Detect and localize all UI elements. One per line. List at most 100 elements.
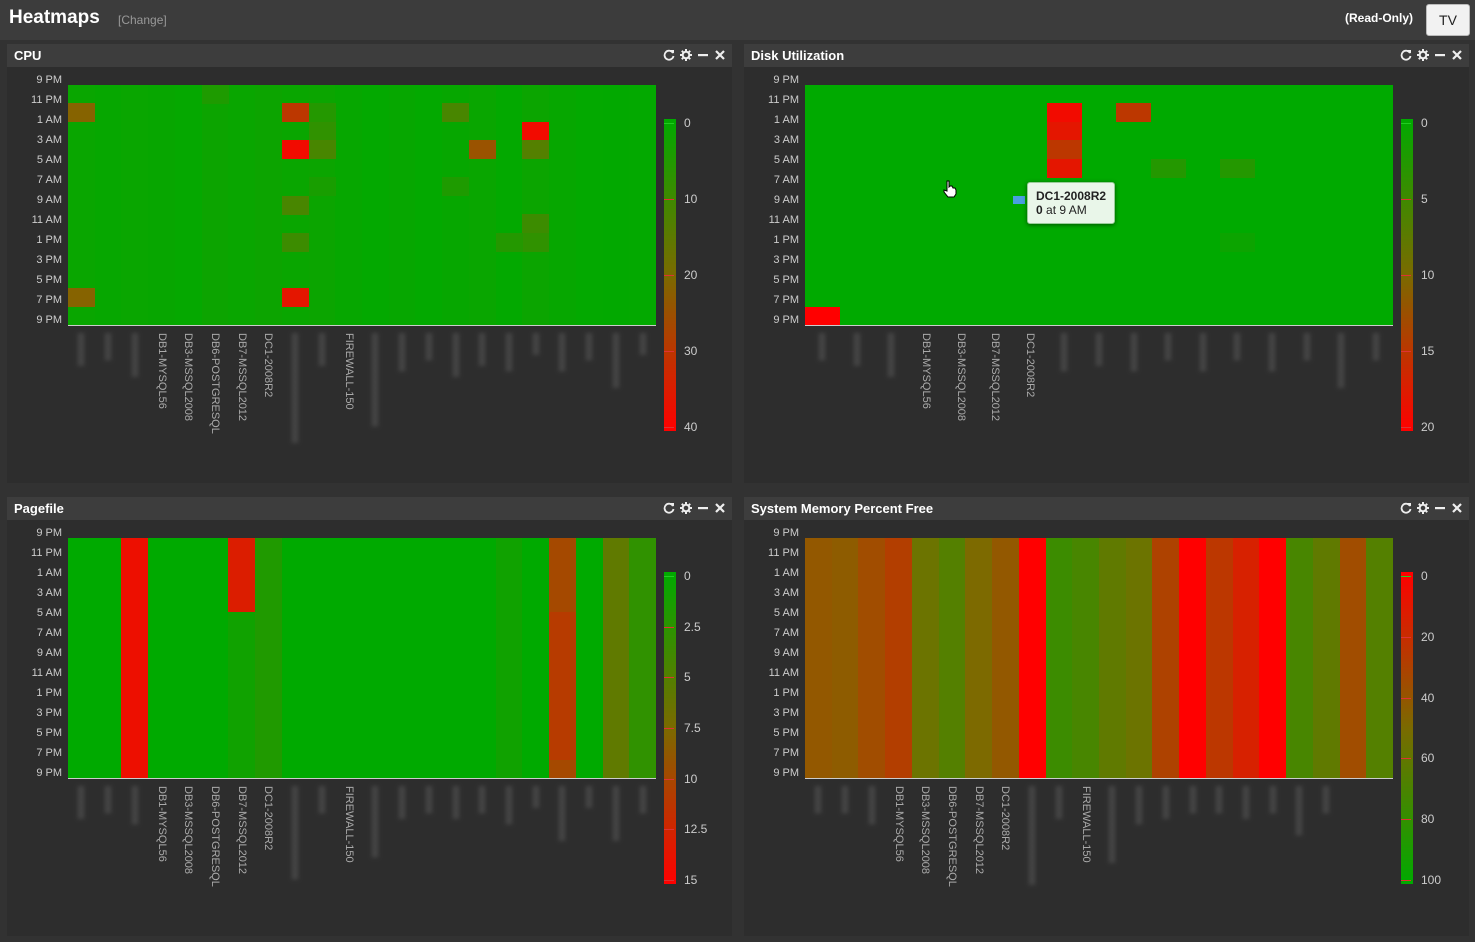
heatmap-column[interactable] bbox=[415, 538, 443, 778]
heatmap-cell[interactable] bbox=[281, 140, 309, 160]
heatmap-cell[interactable] bbox=[522, 121, 550, 141]
heatmap-column[interactable] bbox=[965, 538, 993, 778]
heatmap-column[interactable] bbox=[1099, 538, 1126, 778]
heatmap-column[interactable] bbox=[839, 85, 875, 325]
heatmap-column[interactable] bbox=[148, 538, 176, 778]
heatmap-column[interactable] bbox=[468, 538, 496, 778]
heatmap-column[interactable] bbox=[362, 85, 389, 325]
heatmap-column[interactable] bbox=[805, 538, 832, 778]
minimize-icon[interactable] bbox=[696, 48, 709, 62]
heatmap-column[interactable] bbox=[442, 538, 470, 778]
heatmap-column[interactable] bbox=[308, 538, 336, 778]
heatmap-column[interactable] bbox=[255, 538, 283, 778]
heatmap-column[interactable] bbox=[1358, 85, 1393, 325]
heatmap-cell[interactable] bbox=[1047, 158, 1083, 178]
close-icon[interactable] bbox=[1450, 501, 1463, 515]
heatmap-column[interactable] bbox=[1339, 538, 1367, 778]
heatmap-cell[interactable] bbox=[308, 140, 336, 160]
heatmap-column[interactable] bbox=[831, 538, 859, 778]
heatmap-column[interactable] bbox=[495, 538, 523, 778]
heatmap-column[interactable] bbox=[228, 85, 256, 325]
heatmap-column[interactable] bbox=[1150, 85, 1186, 325]
heatmap-column[interactable] bbox=[174, 538, 202, 778]
heatmap-cell[interactable] bbox=[442, 103, 470, 123]
heatmap-column[interactable] bbox=[495, 85, 523, 325]
heatmap-column[interactable] bbox=[1232, 538, 1260, 778]
heatmap-column[interactable] bbox=[1185, 85, 1221, 325]
heatmap-cell[interactable] bbox=[68, 103, 95, 123]
heatmap-grid[interactable] bbox=[68, 85, 656, 326]
heatmap-column[interactable] bbox=[415, 85, 443, 325]
heatmap-column[interactable] bbox=[68, 85, 95, 325]
heatmap-cell[interactable] bbox=[442, 177, 470, 197]
heatmap-cell[interactable] bbox=[1047, 121, 1083, 141]
heatmap-column[interactable] bbox=[1152, 538, 1180, 778]
heatmap-cell[interactable] bbox=[468, 140, 496, 160]
heatmap-column[interactable] bbox=[1289, 85, 1325, 325]
gear-icon[interactable] bbox=[679, 501, 692, 515]
heatmap-cell[interactable] bbox=[281, 232, 309, 252]
heatmap-column[interactable] bbox=[1125, 538, 1153, 778]
heatmap-column[interactable] bbox=[1259, 538, 1287, 778]
minimize-icon[interactable] bbox=[696, 501, 709, 515]
heatmap-column[interactable] bbox=[121, 85, 149, 325]
heatmap-column[interactable] bbox=[977, 85, 1013, 325]
heatmap-column[interactable] bbox=[442, 85, 470, 325]
heatmap-column[interactable] bbox=[94, 85, 122, 325]
heatmap-column[interactable] bbox=[68, 538, 95, 778]
heatmap-column[interactable] bbox=[1312, 538, 1340, 778]
heatmap-column[interactable] bbox=[575, 538, 603, 778]
heatmap-cell[interactable] bbox=[308, 121, 336, 141]
heatmap-cell[interactable] bbox=[1220, 158, 1256, 178]
heatmap-column[interactable] bbox=[1323, 85, 1359, 325]
heatmap-column[interactable] bbox=[1179, 538, 1207, 778]
heatmap-column[interactable] bbox=[281, 538, 309, 778]
refresh-icon[interactable] bbox=[662, 48, 675, 62]
heatmap-column[interactable] bbox=[858, 538, 886, 778]
heatmap-cell[interactable] bbox=[1116, 103, 1152, 123]
heatmap-column[interactable] bbox=[1018, 538, 1046, 778]
heatmap-column[interactable] bbox=[602, 538, 630, 778]
heatmap-column[interactable] bbox=[174, 85, 202, 325]
heatmap-cell[interactable] bbox=[522, 140, 550, 160]
heatmap-cell[interactable] bbox=[522, 232, 550, 252]
heatmap-column[interactable] bbox=[335, 538, 363, 778]
heatmap-column[interactable] bbox=[121, 538, 149, 778]
tv-button[interactable]: TV bbox=[1426, 4, 1470, 36]
heatmap-column[interactable] bbox=[201, 538, 229, 778]
heatmap-column[interactable] bbox=[1366, 538, 1393, 778]
heatmap-column[interactable] bbox=[575, 85, 603, 325]
heatmap-cell[interactable] bbox=[281, 288, 309, 308]
heatmap-column[interactable] bbox=[255, 85, 283, 325]
heatmap-cell[interactable] bbox=[522, 214, 550, 234]
heatmap-cell[interactable] bbox=[805, 306, 840, 325]
heatmap-column[interactable] bbox=[148, 85, 176, 325]
heatmap-cell[interactable] bbox=[281, 195, 309, 215]
heatmap-column[interactable] bbox=[943, 85, 979, 325]
heatmap-column[interactable] bbox=[388, 85, 416, 325]
change-link[interactable]: [Change] bbox=[118, 13, 167, 27]
heatmap-cell[interactable] bbox=[1150, 158, 1186, 178]
minimize-icon[interactable] bbox=[1433, 501, 1446, 515]
heatmap-column[interactable] bbox=[992, 538, 1020, 778]
gear-icon[interactable] bbox=[679, 48, 692, 62]
heatmap-column[interactable] bbox=[201, 85, 229, 325]
heatmap-column[interactable] bbox=[908, 85, 944, 325]
heatmap-column[interactable] bbox=[629, 85, 656, 325]
heatmap-column[interactable] bbox=[1286, 538, 1314, 778]
close-icon[interactable] bbox=[1450, 48, 1463, 62]
refresh-icon[interactable] bbox=[1399, 501, 1412, 515]
heatmap-grid[interactable] bbox=[68, 538, 656, 779]
heatmap-column[interactable] bbox=[1045, 538, 1073, 778]
heatmap-column[interactable] bbox=[1072, 538, 1100, 778]
heatmap-column[interactable] bbox=[522, 538, 550, 778]
heatmap-cell[interactable] bbox=[228, 538, 256, 612]
heatmap-cell[interactable] bbox=[68, 288, 95, 308]
heatmap-cell[interactable] bbox=[308, 177, 336, 197]
close-icon[interactable] bbox=[713, 48, 726, 62]
heatmap-cell[interactable] bbox=[495, 232, 523, 252]
heatmap-column[interactable] bbox=[362, 538, 389, 778]
heatmap-column[interactable] bbox=[602, 85, 630, 325]
heatmap-column[interactable] bbox=[335, 85, 363, 325]
heatmap-cell[interactable] bbox=[1047, 103, 1083, 123]
